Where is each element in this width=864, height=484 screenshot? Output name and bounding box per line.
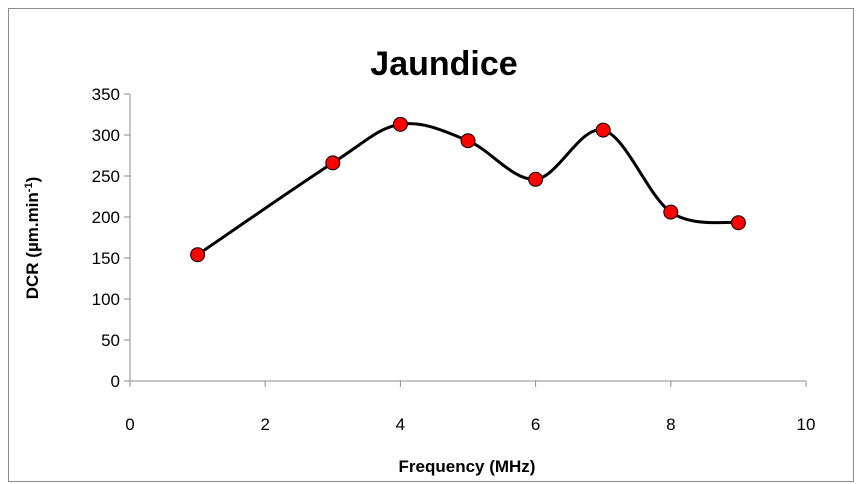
y-tick-label: 300	[92, 126, 120, 145]
data-point	[663, 204, 679, 220]
x-axis-title: Frequency (MHz)	[399, 457, 536, 476]
chart-frame	[8, 8, 854, 482]
data-point	[595, 122, 611, 138]
y-tick-label: 50	[101, 331, 120, 350]
x-tick-label: 8	[666, 415, 675, 434]
data-point	[528, 171, 544, 187]
y-tick-label: 150	[92, 249, 120, 268]
y-tick-label: 200	[92, 208, 120, 227]
data-point	[325, 155, 341, 171]
x-tick-label: 0	[125, 415, 134, 434]
x-tick-label: 6	[531, 415, 540, 434]
y-tick-label: 250	[92, 167, 120, 186]
x-tick-label: 10	[797, 415, 816, 434]
markers-group	[190, 116, 746, 263]
y-tick-label: 0	[111, 372, 120, 391]
y-axis-title: DCR (µm.min-1)	[23, 177, 42, 300]
data-point	[730, 215, 746, 231]
chart-title: Jaundice	[370, 45, 517, 83]
axes: 0 50 100 150 200 250 300 350 0 2 4 6 8 10	[92, 85, 816, 434]
y-tick-label: 100	[92, 290, 120, 309]
data-point	[460, 133, 476, 149]
data-point	[392, 116, 408, 132]
x-tick-label: 2	[260, 415, 269, 434]
data-point	[190, 247, 206, 263]
y-tick-label: 350	[92, 85, 120, 104]
x-tick-label: 4	[396, 415, 405, 434]
